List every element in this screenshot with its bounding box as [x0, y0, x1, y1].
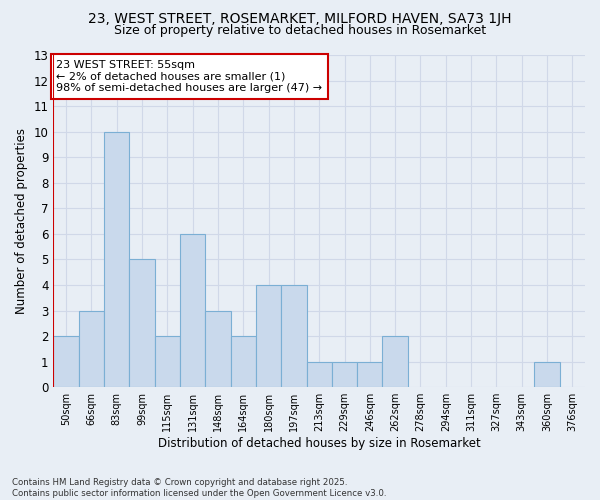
Bar [307, 362, 332, 387]
Bar [155, 336, 180, 387]
Text: 23, WEST STREET, ROSEMARKET, MILFORD HAVEN, SA73 1JH: 23, WEST STREET, ROSEMARKET, MILFORD HAV… [88, 12, 512, 26]
Bar [256, 285, 281, 387]
Bar [79, 310, 104, 387]
Text: Size of property relative to detached houses in Rosemarket: Size of property relative to detached ho… [114, 24, 486, 37]
Y-axis label: Number of detached properties: Number of detached properties [15, 128, 28, 314]
Bar [230, 336, 256, 387]
Bar [180, 234, 205, 387]
Bar [130, 260, 155, 387]
Text: Contains HM Land Registry data © Crown copyright and database right 2025.
Contai: Contains HM Land Registry data © Crown c… [12, 478, 386, 498]
Bar [104, 132, 130, 387]
Bar [357, 362, 382, 387]
X-axis label: Distribution of detached houses by size in Rosemarket: Distribution of detached houses by size … [158, 437, 481, 450]
Bar [332, 362, 357, 387]
Bar [535, 362, 560, 387]
Bar [281, 285, 307, 387]
Bar [205, 310, 230, 387]
Bar [53, 336, 79, 387]
Bar [382, 336, 408, 387]
Text: 23 WEST STREET: 55sqm
← 2% of detached houses are smaller (1)
98% of semi-detach: 23 WEST STREET: 55sqm ← 2% of detached h… [56, 60, 322, 93]
